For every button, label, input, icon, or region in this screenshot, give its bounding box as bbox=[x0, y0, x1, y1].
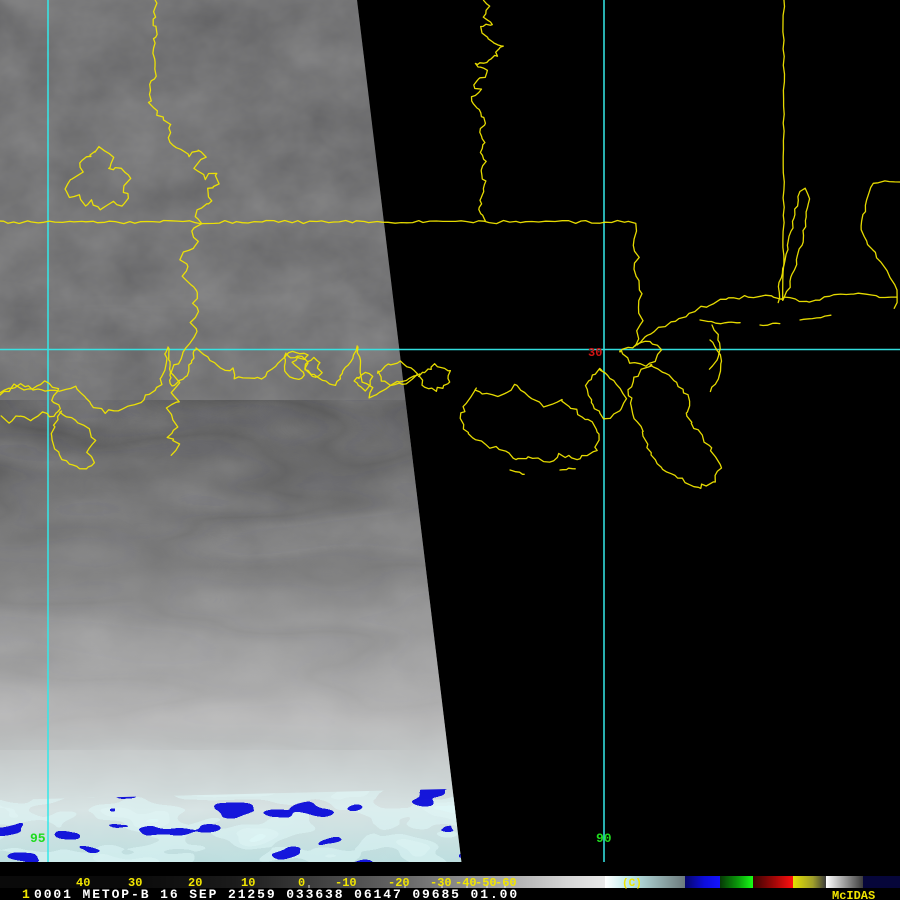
svg-text:90: 90 bbox=[596, 831, 612, 846]
svg-text:95: 95 bbox=[30, 831, 46, 846]
svg-text:McIDAS: McIDAS bbox=[832, 889, 875, 900]
svg-text:1: 1 bbox=[22, 887, 32, 900]
svg-text:(C): (C) bbox=[622, 878, 642, 890]
svg-text:30: 30 bbox=[588, 346, 602, 360]
svg-text:0001 METOP-B 16 SEP 2: 0001 METOP-B 16 SEP 21259 033638 06147 0… bbox=[34, 887, 519, 900]
